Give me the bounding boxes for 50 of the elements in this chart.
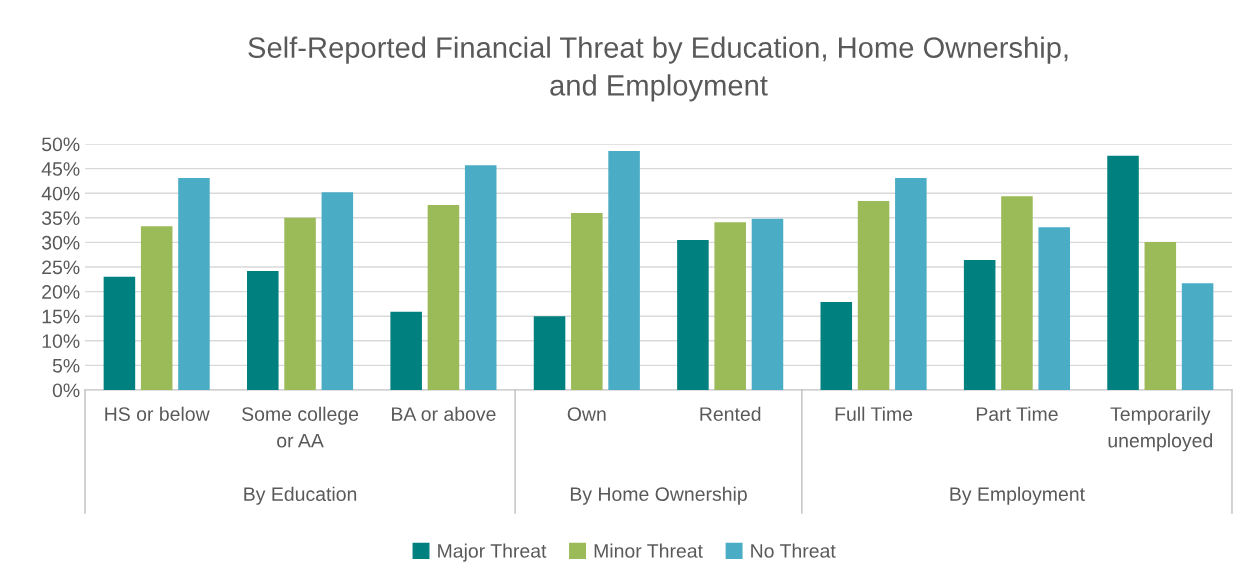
x-tick-label: Full Time xyxy=(835,406,913,421)
text: By Home Ownership xyxy=(570,486,747,505)
bar xyxy=(103,276,136,390)
x-tick-label: Own xyxy=(567,407,606,421)
bar xyxy=(321,192,354,390)
y-tick-label: 40% xyxy=(41,186,80,201)
x-tick-label: Rented xyxy=(700,406,761,421)
x-tick-label: Temporarily unemployed xyxy=(1108,406,1213,452)
bar xyxy=(714,222,746,390)
bar xyxy=(178,177,210,390)
legend-label: Major Threat xyxy=(438,543,547,562)
x-tick-label: Part Time xyxy=(976,406,1058,421)
chart-title: Self-Reported Financial Threat by Education, Home Ownership, and Employment xyxy=(248,36,1068,102)
y-tick-label: 35% xyxy=(41,211,80,226)
y-tick-label: 20% xyxy=(42,285,80,299)
y-tick-label: 5% xyxy=(52,358,80,373)
bar xyxy=(857,201,890,390)
bar xyxy=(820,301,853,390)
text: By Education xyxy=(244,486,357,505)
bar xyxy=(1107,155,1139,390)
y-tick-label: 10% xyxy=(42,334,80,349)
bar xyxy=(963,260,996,390)
bar xyxy=(427,205,460,390)
bar xyxy=(390,311,422,390)
bar xyxy=(571,212,603,390)
y-tick-label: 45% xyxy=(41,162,80,176)
bar xyxy=(247,270,279,390)
x-tick-label: BA or above xyxy=(392,406,496,421)
bar xyxy=(464,165,497,390)
legend-label: Minor Threat xyxy=(594,543,703,558)
bar xyxy=(677,239,709,390)
y-tick-label: 15% xyxy=(42,309,80,324)
bar xyxy=(751,218,784,390)
x-tick-label: Some college or AA xyxy=(242,406,359,448)
x-tick-label: HS or below xyxy=(105,406,210,421)
bar xyxy=(140,226,173,390)
bar xyxy=(533,316,566,390)
text: By Employment xyxy=(950,486,1085,505)
bar xyxy=(1181,283,1214,390)
bar xyxy=(895,177,927,390)
y-tick-label: 25% xyxy=(42,260,80,275)
bar xyxy=(1001,196,1033,390)
y-tick-label: 0% xyxy=(52,383,80,398)
bar xyxy=(284,217,316,390)
y-tick-label: 30% xyxy=(41,235,80,250)
legend-label: No Threat xyxy=(751,543,836,558)
bar xyxy=(608,150,640,390)
y-tick-label: 50% xyxy=(42,137,80,152)
bar xyxy=(1144,241,1177,390)
bar xyxy=(1038,227,1070,390)
